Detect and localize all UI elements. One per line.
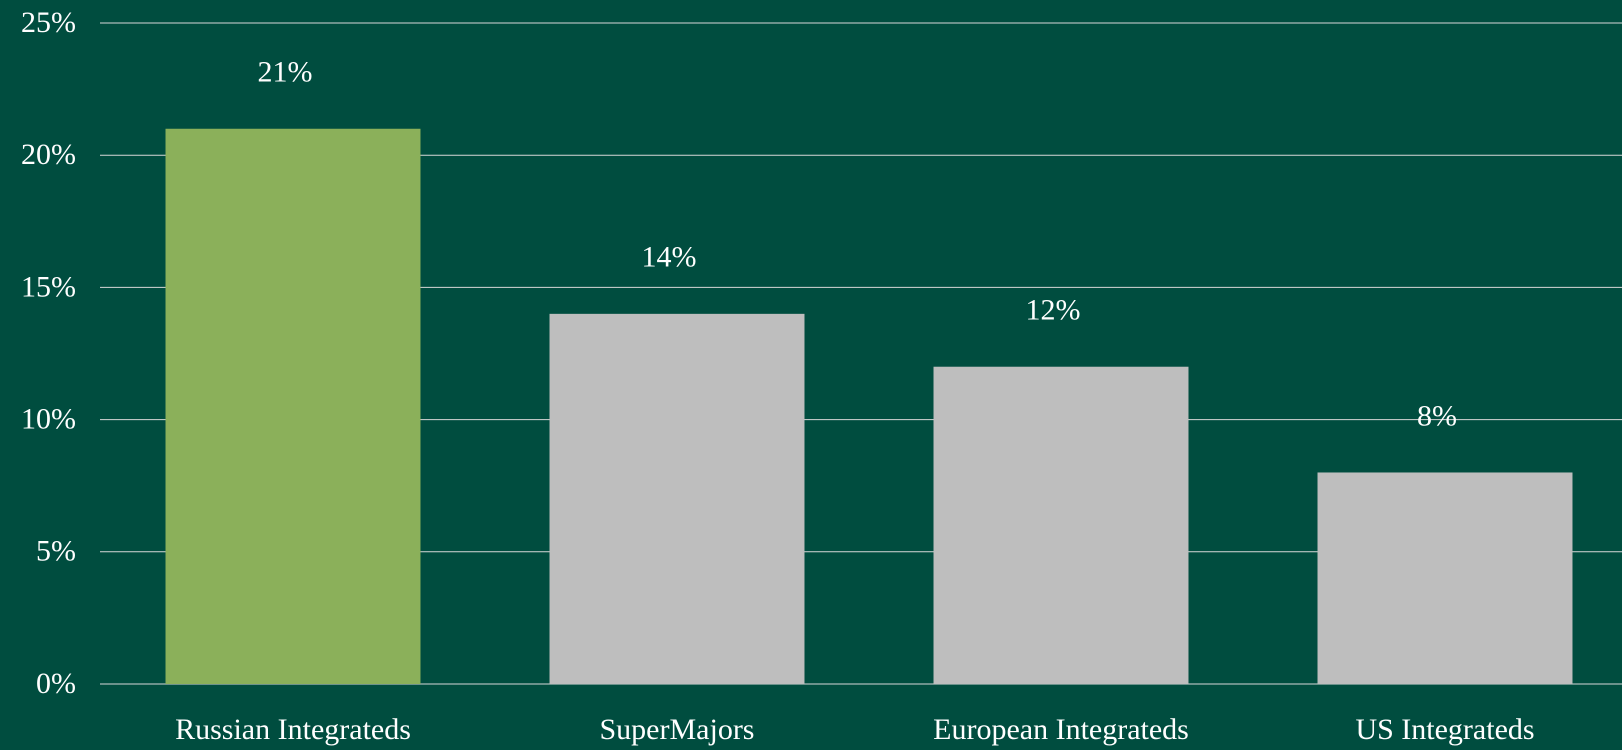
value-label: 8% (1417, 399, 1457, 432)
bar (1317, 472, 1573, 684)
y-tick-label: 15% (21, 270, 76, 303)
x-tick-label: SuperMajors (600, 713, 755, 746)
x-tick-label: US Integrateds (1355, 713, 1534, 746)
value-label: 12% (1026, 294, 1081, 327)
value-label: 14% (642, 241, 697, 274)
bar (549, 313, 805, 684)
value-label: 21% (258, 56, 313, 89)
y-tick-label: 25% (21, 6, 76, 39)
x-tick-label: Russian Integrateds (175, 713, 411, 746)
y-tick-label: 5% (36, 535, 76, 568)
bar (165, 128, 421, 684)
bar (933, 366, 1189, 684)
y-tick-label: 0% (36, 667, 76, 700)
y-tick-label: 20% (21, 138, 76, 171)
y-tick-label: 10% (21, 402, 76, 435)
x-tick-label: European Integrateds (933, 713, 1189, 746)
